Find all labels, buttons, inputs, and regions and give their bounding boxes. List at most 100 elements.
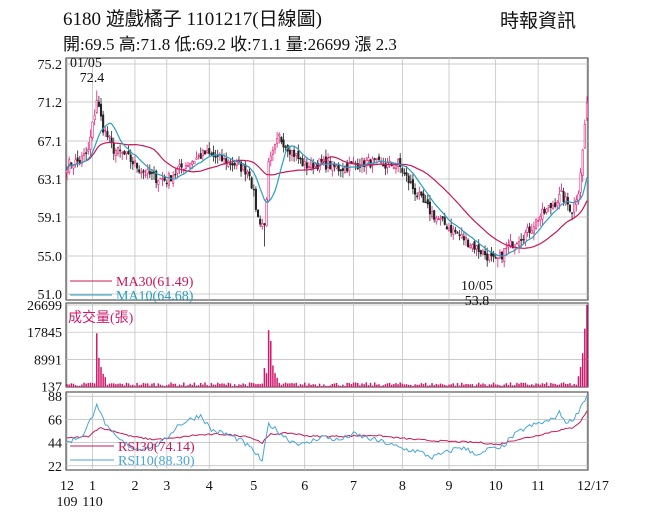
axis-labels: 75.271.267.163.159.155.051.0266991784589… [27,58,609,510]
volume-bar [289,383,291,387]
volume-bar [335,383,338,387]
volume-bar [327,385,329,387]
candle-body [543,209,546,214]
volume-bar [170,382,172,387]
candle-body [367,157,370,161]
candle-body [537,220,540,222]
candle-body [119,149,122,152]
volume-bar [482,383,484,387]
candle-body [486,253,489,261]
volume-bar [89,382,92,387]
candle-body [494,257,497,259]
candle-body [263,223,266,225]
candle-body [488,254,491,261]
volume-bar [456,383,459,387]
annotation-date: 10/05 [461,279,493,294]
volume-bar [74,385,77,387]
rsi-panel: RSI30(74.14)RSI10(88.30) [66,395,588,469]
volume-bar [454,385,457,387]
volume-bar [270,340,272,387]
volume-bar [382,385,384,387]
candle-body [450,225,453,233]
candle-body [320,158,323,162]
candle-body [458,234,461,236]
candle-body [405,172,408,176]
x-tick-label: 10 [489,479,503,494]
volume-tick-label: 17845 [27,326,62,341]
volume-bar [497,384,499,387]
volume-bar [191,385,193,387]
volume-bar [573,383,575,387]
volume-bar [556,384,558,387]
x-tick-label: 2 [131,479,138,494]
candle-body [407,175,410,184]
volume-bar [446,385,448,387]
volume-bar [325,385,327,387]
volume-bar [172,383,174,387]
volume-bar [219,383,221,387]
volume-bar [259,384,261,387]
candle-body [252,188,255,191]
candle-body [339,169,342,172]
volume-bar [505,383,508,387]
candle-body [87,149,90,152]
candle-body [503,248,506,262]
volume-bar [465,383,467,387]
candle-body [568,204,572,212]
volume-bar [388,382,391,387]
candle-body [562,191,565,203]
candle-body [197,155,200,157]
volume-bar [108,383,111,387]
candle-body [273,144,277,150]
volume-bar [499,385,501,387]
volume-bar [238,384,240,387]
candle-body [526,227,529,233]
candle-body [558,193,561,204]
candle-body [484,251,487,256]
volume-bar [125,382,128,387]
volume-bar [433,385,435,387]
volume-bar [584,328,586,387]
volume-bar [310,384,312,387]
volume-bar [83,382,85,387]
volume-bar [255,384,257,387]
volume-bar [365,382,367,387]
candle-body [214,156,217,158]
volume-bar [79,385,81,387]
volume-bar [494,384,497,387]
volume-bar [225,384,227,387]
volume-bar [136,382,138,387]
volume-bar [159,384,162,387]
volume-bar [467,384,469,387]
volume-bar [176,385,179,387]
ma30-line [66,141,588,249]
price-tick-label: 55.0 [38,250,63,265]
candle-body [430,211,434,217]
candle-body [515,242,518,245]
volume-bar [405,384,408,387]
volume-bar [471,383,474,387]
volume-bar [202,384,204,387]
volume-bar [297,385,300,387]
candle-body [201,150,204,157]
candle-body [375,158,378,160]
volume-bar [488,384,491,387]
candle-body [511,241,514,249]
volume-bar [216,382,219,387]
volume-bar [227,382,230,387]
volume-bar [569,383,571,387]
x-tick-label: 12/17 [577,479,609,494]
candle-body [176,169,179,174]
volume-bar [452,383,454,387]
volume-bar [291,383,293,387]
candle-body [583,123,586,149]
volume-bar [314,384,317,387]
candle-body [437,218,440,221]
volume-bar [96,333,98,387]
volume-bar [509,382,512,387]
candle-body [140,172,143,174]
volume-bar [441,384,444,387]
candle-body [174,173,177,176]
legend-label: RSI10(88.30) [118,454,195,469]
candle-body [240,161,243,172]
